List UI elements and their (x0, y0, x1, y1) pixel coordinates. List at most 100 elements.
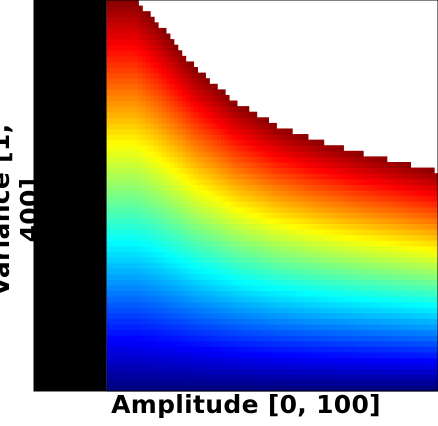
heatmap-cell (114, 335, 120, 342)
heatmap-cell (414, 245, 419, 252)
heatmap-cell (260, 122, 266, 130)
heatmap-cell (430, 307, 435, 314)
heatmap-cell (193, 357, 199, 364)
heatmap-cell (173, 89, 179, 96)
heatmap-cell (205, 167, 210, 174)
heatmap-cell (142, 273, 147, 280)
x-axis-label: Amplitude [0, 100] (111, 390, 381, 419)
heatmap-cell (363, 212, 368, 219)
heatmap-cell (299, 318, 305, 325)
heatmap-cell (327, 184, 333, 191)
heatmap-cell (228, 256, 234, 264)
heatmap-cell (307, 178, 313, 185)
heatmap-cell (185, 256, 191, 264)
heatmap-cell (248, 189, 254, 197)
heatmap-cell (122, 16, 128, 23)
heatmap-cell (343, 273, 348, 280)
heatmap-cell (221, 368, 226, 375)
heatmap-cell (288, 167, 293, 174)
heatmap-cell (146, 94, 151, 102)
heatmap-cell (209, 307, 214, 314)
heatmap-cell (248, 206, 254, 213)
heatmap-cell (161, 279, 167, 286)
heatmap-cell (197, 268, 202, 275)
heatmap-cell (217, 340, 222, 347)
heatmap-cell (228, 134, 234, 141)
heatmap-cell (426, 351, 431, 359)
heatmap-cell (213, 234, 218, 241)
heatmap-cell (177, 100, 183, 107)
heatmap-cell (339, 290, 344, 297)
heatmap-cell (386, 296, 392, 303)
heatmap-cell (426, 385, 431, 392)
heatmap-cell (110, 329, 116, 336)
heatmap-cell (311, 150, 317, 157)
heatmap-cell (299, 351, 305, 359)
heatmap-cell (213, 83, 218, 90)
heatmap-cell (256, 346, 262, 353)
heatmap-cell (114, 61, 120, 68)
heatmap-cell (430, 167, 435, 174)
heatmap-cell (268, 145, 273, 152)
heatmap-cell (169, 323, 175, 331)
heatmap-cell (150, 150, 155, 157)
heatmap-cell (165, 217, 171, 225)
heatmap-cell (402, 385, 408, 392)
heatmap-cell (197, 161, 202, 169)
heatmap-cell (114, 385, 120, 392)
heatmap-cell (323, 178, 329, 185)
heatmap-cell (303, 245, 309, 252)
heatmap-cell (106, 363, 112, 370)
heatmap-cell (150, 368, 155, 375)
heatmap-cell (410, 184, 415, 191)
heatmap-cell (394, 273, 400, 280)
heatmap-cell (110, 27, 116, 35)
heatmap-cell (426, 368, 431, 375)
heatmap-cell (335, 229, 340, 236)
heatmap-cell (390, 173, 396, 180)
heatmap-cell (319, 156, 325, 163)
heatmap-cell (205, 318, 210, 325)
heatmap-cell (118, 67, 124, 74)
heatmap-cell (410, 268, 415, 275)
heatmap-cell (114, 346, 120, 353)
heatmap-cell (209, 234, 214, 241)
heatmap-cell (122, 100, 128, 107)
heatmap-cell (142, 329, 147, 336)
heatmap-cell (146, 134, 151, 141)
heatmap-cell (335, 178, 340, 185)
heatmap-cell (331, 173, 337, 180)
heatmap-cell (126, 245, 131, 252)
heatmap-cell (110, 268, 116, 275)
heatmap-cell (307, 296, 313, 303)
heatmap-cell (363, 256, 368, 264)
heatmap-cell (292, 206, 297, 213)
heatmap-cell (142, 234, 147, 241)
heatmap-cell (106, 229, 112, 236)
heatmap-cell (177, 156, 183, 163)
heatmap-cell (268, 234, 273, 241)
heatmap-cell (189, 173, 195, 180)
heatmap-cell (126, 240, 131, 247)
heatmap-cell (296, 290, 301, 297)
heatmap-cell (169, 256, 175, 264)
heatmap-cell (122, 335, 128, 342)
heatmap-cell (276, 363, 281, 370)
heatmap-cell (323, 189, 329, 197)
heatmap-cell (367, 279, 372, 286)
heatmap-cell (248, 346, 254, 353)
heatmap-cell (142, 134, 147, 141)
heatmap-cell (138, 307, 143, 314)
heatmap-cell (157, 150, 163, 157)
heatmap-cell (374, 351, 380, 359)
heatmap-cell (118, 11, 124, 18)
heatmap-cell (193, 312, 199, 319)
heatmap-cell (217, 385, 222, 392)
heatmap-cell (114, 128, 120, 135)
heatmap-cell (228, 284, 234, 292)
heatmap-cell (165, 139, 171, 146)
heatmap-cell (106, 167, 112, 174)
heatmap-cell (296, 134, 301, 141)
heatmap-cell (244, 122, 250, 130)
heatmap-cell (264, 346, 270, 353)
